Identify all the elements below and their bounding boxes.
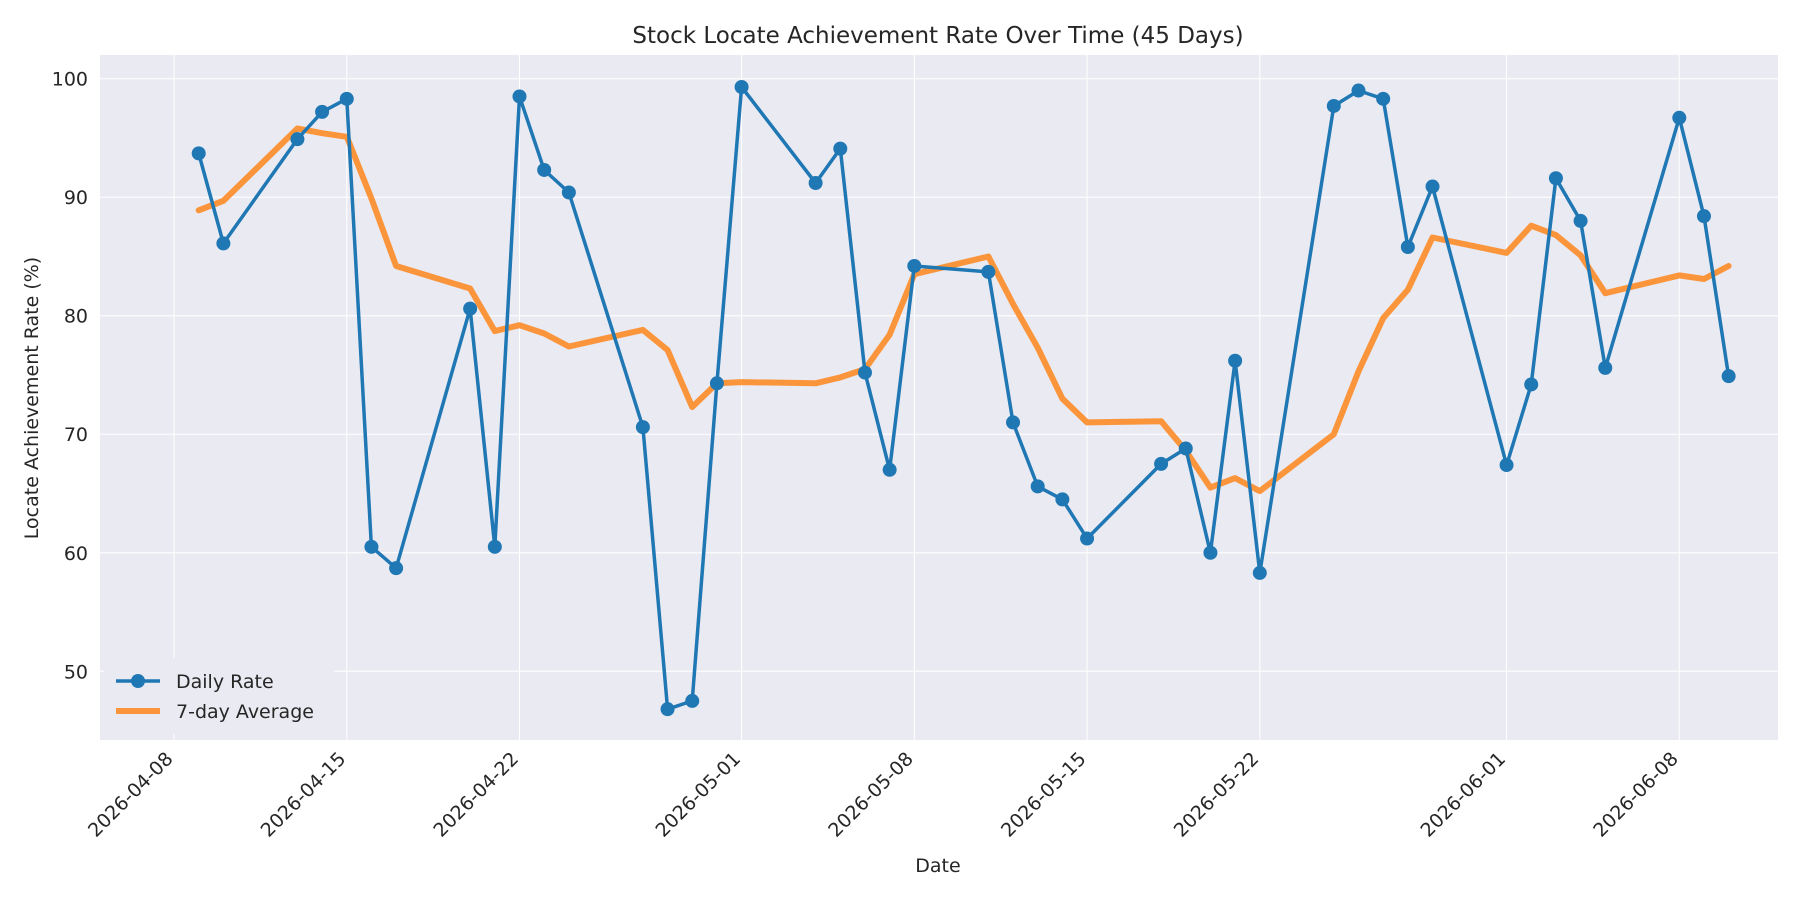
- daily-point: [561, 185, 576, 200]
- legend-label-average: 7-day Average: [176, 701, 314, 723]
- y-tick-label: 70: [64, 424, 88, 446]
- daily-point: [1006, 415, 1021, 430]
- daily-point: [1030, 479, 1045, 494]
- y-tick-label: 90: [64, 187, 88, 209]
- y-axis-label: Locate Achievement Rate (%): [21, 257, 43, 539]
- daily-point: [487, 539, 502, 554]
- legend-label-daily: Daily Rate: [176, 671, 274, 693]
- daily-point: [216, 236, 231, 251]
- daily-point: [635, 420, 650, 435]
- daily-point: [1055, 492, 1070, 507]
- daily-point: [389, 561, 404, 576]
- daily-point: [1548, 171, 1563, 186]
- x-tick-label: 2026-05-01: [651, 748, 745, 842]
- x-tick-label: 2026-04-22: [429, 748, 523, 842]
- daily-point: [734, 79, 749, 94]
- daily-point: [907, 258, 922, 273]
- daily-point: [1499, 458, 1514, 473]
- daily-point: [1154, 456, 1169, 471]
- plot-area: [100, 55, 1778, 740]
- daily-point: [1696, 209, 1711, 224]
- daily-point: [1524, 377, 1539, 392]
- daily-point: [1376, 91, 1391, 106]
- daily-point: [1178, 441, 1193, 456]
- daily-point: [857, 365, 872, 380]
- daily-point: [1252, 565, 1267, 580]
- daily-point: [882, 462, 897, 477]
- daily-point: [290, 132, 305, 147]
- daily-point: [833, 141, 848, 156]
- x-tick-label: 2026-05-08: [824, 748, 918, 842]
- legend: Daily Rate 7-day Average: [104, 658, 334, 734]
- daily-point: [1400, 239, 1415, 254]
- y-tick-label: 80: [64, 306, 88, 328]
- daily-point: [1326, 98, 1341, 113]
- x-axis-label: Date: [915, 855, 960, 877]
- chart-title: Stock Locate Achievement Rate Over Time …: [632, 23, 1243, 49]
- series-7-day-average: [195, 125, 1732, 495]
- daily-point: [537, 162, 552, 177]
- daily-point: [685, 693, 700, 708]
- x-tick-label: 2026-05-15: [997, 748, 1091, 842]
- avg-line: [195, 125, 1732, 495]
- legend-daily-marker: [131, 674, 145, 688]
- daily-point: [315, 104, 330, 119]
- daily-point: [463, 301, 478, 316]
- x-tick-label: 2026-05-22: [1170, 748, 1264, 842]
- daily-point: [1203, 545, 1218, 560]
- x-tick-label: 2026-06-01: [1416, 748, 1510, 842]
- daily-point: [512, 89, 527, 104]
- x-tick-label: 2026-04-15: [257, 748, 351, 842]
- daily-point: [981, 264, 996, 279]
- x-tick-label: 2026-06-08: [1589, 748, 1683, 842]
- daily-point: [808, 175, 823, 190]
- daily-point: [364, 539, 379, 554]
- daily-point: [660, 702, 675, 717]
- daily-point: [1080, 531, 1095, 546]
- daily-point: [191, 146, 206, 161]
- legend-box: [104, 658, 334, 734]
- daily-point: [1721, 369, 1736, 384]
- daily-point: [339, 91, 354, 106]
- daily-point: [1573, 213, 1588, 228]
- y-tick-label: 60: [64, 543, 88, 565]
- x-tick-label: 2026-04-08: [84, 748, 178, 842]
- daily-point: [1425, 179, 1440, 194]
- daily-point: [1598, 360, 1613, 375]
- daily-point: [1351, 83, 1366, 98]
- series-daily-rate: [191, 79, 1736, 717]
- daily-point: [1672, 110, 1687, 125]
- y-tick-label: 50: [64, 661, 88, 683]
- daily-point: [1228, 353, 1243, 368]
- y-tick-label: 100: [52, 69, 88, 91]
- grid-lines: [100, 55, 1778, 740]
- daily-point: [709, 376, 724, 391]
